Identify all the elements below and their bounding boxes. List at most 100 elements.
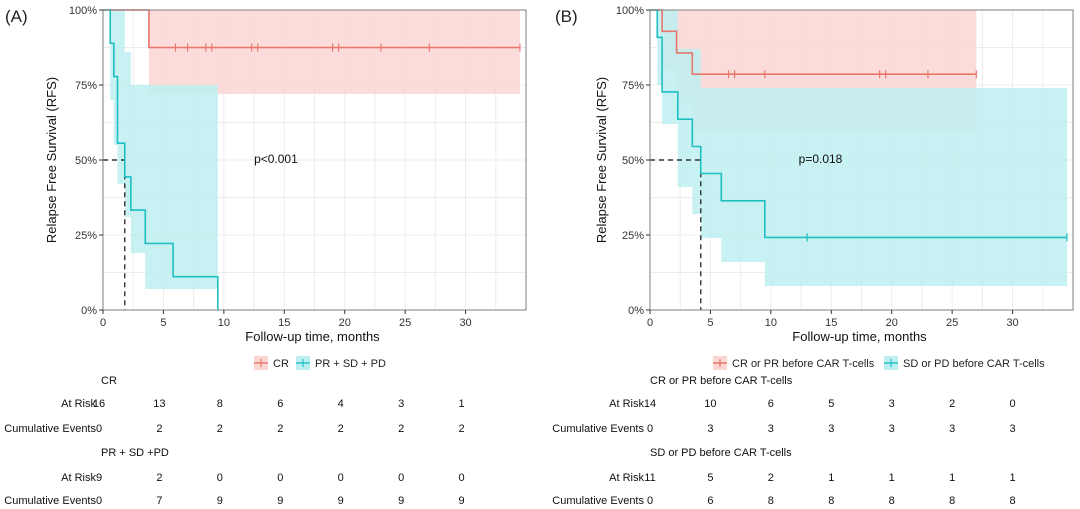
cumulative-events-value: 2 — [277, 423, 283, 435]
p-value: p=0.018 — [799, 152, 843, 166]
at-risk-value: 0 — [277, 472, 283, 484]
at-risk-value: 5 — [707, 472, 713, 484]
cumulative-events-value: 3 — [768, 423, 774, 435]
at-risk-value: 9 — [96, 472, 102, 484]
cumulative-events-value: 6 — [707, 495, 713, 507]
y-tick-label: 75% — [75, 80, 97, 92]
at-risk-value: 1 — [949, 472, 955, 484]
y-tick-label: 75% — [622, 80, 644, 92]
cumulative-events-value: 0 — [96, 423, 102, 435]
at-risk-value: 0 — [338, 472, 344, 484]
risk-group-title: CR — [101, 375, 117, 387]
survival-curve-cyan — [103, 9, 219, 310]
survival-curve-red — [650, 9, 977, 75]
x-tick-label: 25 — [399, 317, 411, 329]
at-risk-value: 2 — [156, 472, 162, 484]
y-tick-label: 50% — [75, 155, 97, 167]
cumulative-events-value: 2 — [398, 423, 404, 435]
at-risk-value: 0 — [459, 472, 465, 484]
cumulative-events-value: 0 — [96, 495, 102, 507]
at-risk-value: 4 — [338, 398, 344, 410]
cumulative-events-label: Cumulative Events — [552, 495, 644, 507]
p-value: p<0.001 — [254, 152, 298, 166]
cumulative-events-value: 2 — [217, 423, 223, 435]
x-tick-label: 15 — [825, 317, 837, 329]
x-tick-label: 10 — [765, 317, 777, 329]
y-tick-label: 25% — [75, 230, 97, 242]
cumulative-events-value: 9 — [459, 495, 465, 507]
cumulative-events-value: 9 — [277, 495, 283, 507]
cumulative-events-value: 8 — [1010, 495, 1016, 507]
x-tick-label: 0 — [100, 317, 106, 329]
cumulative-events-value: 8 — [949, 495, 955, 507]
cumulative-events-value: 2 — [459, 423, 465, 435]
panel-a: (A)0%25%50%75%100%0 5 10 15 20 25 30Follow-up … — [4, 5, 527, 507]
cumulative-events-value: 0 — [647, 423, 653, 435]
at-risk-value: 14 — [644, 398, 656, 410]
y-tick-label: 50% — [622, 155, 644, 167]
legend-label: PR + SD + PD — [315, 358, 386, 370]
panel-label: (B) — [555, 7, 578, 26]
risk-group-title: CR or PR before CAR T-cells — [650, 375, 793, 387]
risk-table: CR or PR before CAR T-cells At Risk Cumula… — [552, 375, 1015, 507]
y-tick-label: 0% — [81, 305, 97, 317]
y-tick-label: 25% — [622, 230, 644, 242]
cumulative-events-label: Cumulative Events — [4, 423, 96, 435]
risk-group-title: SD or PD before CAR T-cells — [650, 447, 792, 459]
at-risk-label: At Risk — [61, 398, 96, 410]
legend-label: CR — [273, 358, 289, 370]
confidence-bands — [103, 10, 520, 289]
at-risk-label: At Risk — [609, 472, 644, 484]
legend: CR PR + SD + PD — [254, 356, 386, 370]
x-tick-label: 5 — [160, 317, 166, 329]
at-risk-value: 3 — [889, 398, 895, 410]
at-risk-label: At Risk — [609, 398, 644, 410]
at-risk-label: At Risk — [61, 472, 96, 484]
survival-curve-cyan — [650, 9, 1067, 239]
cumulative-events-value: 7 — [156, 495, 162, 507]
at-risk-value: 1 — [889, 472, 895, 484]
x-tick-label: 10 — [218, 317, 230, 329]
y-tick-label: 100% — [69, 5, 97, 17]
x-tick-label: 30 — [459, 317, 471, 329]
y-tick-label: 0% — [628, 305, 644, 317]
at-risk-value: 0 — [217, 472, 223, 484]
x-tick-label: 0 — [647, 317, 653, 329]
at-risk-value: 3 — [398, 398, 404, 410]
at-risk-value: 11 — [644, 472, 655, 484]
at-risk-value: 16 — [93, 398, 105, 410]
x-tick-label: 5 — [707, 317, 713, 329]
cumulative-events-value: 9 — [398, 495, 404, 507]
cumulative-events-value: 9 — [338, 495, 344, 507]
x-tick-label: 20 — [339, 317, 351, 329]
cumulative-events-value: 8 — [889, 495, 895, 507]
cumulative-events-value: 2 — [156, 423, 162, 435]
at-risk-value: 13 — [153, 398, 165, 410]
cumulative-events-value: 3 — [1010, 423, 1016, 435]
at-risk-value: 6 — [768, 398, 774, 410]
at-risk-value: 2 — [949, 398, 955, 410]
cumulative-events-value: 8 — [828, 495, 834, 507]
x-tick-label: 20 — [886, 317, 898, 329]
at-risk-value: 10 — [704, 398, 716, 410]
cumulative-events-value: 8 — [768, 495, 774, 507]
panel-b: (B)0%25%50%75%100%0 5 10 15 20 25 30Follow-up … — [552, 5, 1074, 507]
risk-table: CR At Risk Cumulative Events 16 13 8 6 4 3 1 0 2 2 2 2… — [4, 375, 464, 507]
panel-label: (A) — [5, 7, 28, 26]
at-risk-value: 8 — [217, 398, 223, 410]
at-risk-value: 0 — [398, 472, 404, 484]
cumulative-events-value: 3 — [707, 423, 713, 435]
legend-label: SD or PD before CAR T-cells — [903, 358, 1045, 370]
x-tick-label: 30 — [1006, 317, 1018, 329]
ci-band-cyan — [650, 10, 1067, 286]
at-risk-value: 6 — [277, 398, 283, 410]
cumulative-events-value: 9 — [217, 495, 223, 507]
legend: CR or PR before CAR T-cells SD or PD befo… — [713, 356, 1045, 370]
legend-label: CR or PR before CAR T-cells — [732, 358, 875, 370]
cumulative-events-value: 3 — [949, 423, 955, 435]
x-axis-title: Follow-up time, months — [792, 329, 927, 344]
x-tick-label: 15 — [278, 317, 290, 329]
at-risk-value: 1 — [1010, 472, 1016, 484]
risk-group-title: PR + SD +PD — [101, 447, 169, 459]
y-tick-label: 100% — [616, 5, 644, 17]
